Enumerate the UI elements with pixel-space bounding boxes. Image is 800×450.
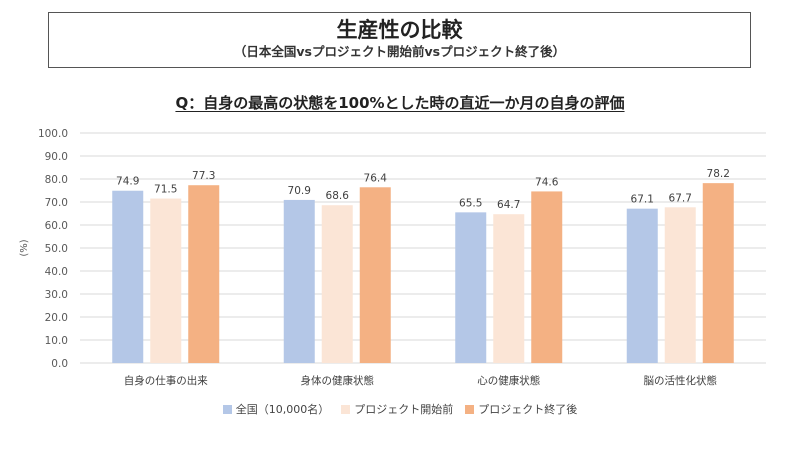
bar-series-1-2 xyxy=(493,214,525,363)
bar-value-label: 71.5 xyxy=(154,184,177,196)
title-box: 生産性の比較 （日本全国vsプロジェクト開始前vsプロジェクト終了後） xyxy=(48,12,751,68)
legend-swatch xyxy=(465,404,475,414)
bar-series-2-0 xyxy=(188,185,220,363)
x-category-label: 身体の健康状態 xyxy=(301,374,375,387)
bar-value-label: 77.3 xyxy=(192,170,215,182)
bar-value-label: 74.6 xyxy=(535,176,559,188)
y-tick-label: 20.0 xyxy=(45,312,68,324)
legend-swatch xyxy=(341,404,351,414)
bar-series-1-1 xyxy=(321,205,353,363)
legend-item: プロジェクト開始前 xyxy=(341,401,453,417)
x-category-label: 自身の仕事の出来 xyxy=(124,374,208,387)
chart-main-title: 生産性の比較 xyxy=(336,18,463,42)
bar-value-label: 74.9 xyxy=(116,176,139,188)
bar-series-0-0 xyxy=(112,190,144,363)
x-category-label: 心の健康状態 xyxy=(477,374,540,387)
y-tick-label: 10.0 xyxy=(45,335,68,347)
bar-series-0-3 xyxy=(626,208,658,363)
bar-series-2-3 xyxy=(702,183,734,363)
legend-item: プロジェクト終了後 xyxy=(465,401,577,417)
bar-value-label: 67.7 xyxy=(669,192,692,204)
bar-series-1-0 xyxy=(150,198,182,363)
legend-label: プロジェクト開始前 xyxy=(354,403,454,416)
y-tick-label: 0.0 xyxy=(51,358,68,370)
x-category-label: 脳の活性化状態 xyxy=(644,374,718,387)
y-tick-label: 60.0 xyxy=(45,220,68,232)
bar-series-2-2 xyxy=(531,191,563,363)
bar-series-1-3 xyxy=(664,207,696,363)
y-tick-label: 40.0 xyxy=(45,266,68,278)
bar-value-label: 65.5 xyxy=(459,197,482,209)
legend-swatch xyxy=(222,404,232,414)
bar-value-label: 68.6 xyxy=(326,190,350,202)
legend-label: プロジェクト終了後 xyxy=(478,403,578,416)
bar-value-label: 64.7 xyxy=(497,199,520,211)
bar-value-label: 67.1 xyxy=(631,194,654,206)
question-heading: Q：自身の最高の状態を100%とした時の直近一か月の自身の評価 xyxy=(0,92,800,113)
legend-label: 全国（10,000名） xyxy=(235,403,330,416)
y-tick-label: 70.0 xyxy=(45,197,68,209)
y-tick-label: 80.0 xyxy=(45,174,68,186)
y-tick-label: 50.0 xyxy=(45,243,68,255)
bar-series-2-1 xyxy=(359,187,391,363)
chart-subtitle: （日本全国vsプロジェクト開始前vsプロジェクト終了後） xyxy=(233,44,566,59)
bar-series-0-1 xyxy=(283,199,315,363)
y-axis-label: (%) xyxy=(19,239,30,256)
y-tick-label: 30.0 xyxy=(45,289,68,301)
y-tick-label: 90.0 xyxy=(45,151,68,163)
bar-value-label: 78.2 xyxy=(707,168,730,180)
bar-value-label: 76.4 xyxy=(364,172,388,184)
bar-series-0-2 xyxy=(455,212,487,363)
y-tick-label: 100.0 xyxy=(38,128,68,140)
legend-item: 全国（10,000名） xyxy=(222,401,330,417)
bar-value-label: 70.9 xyxy=(288,185,311,197)
question-text: Q：自身の最高の状態を100%とした時の直近一か月の自身の評価 xyxy=(175,94,625,112)
chart-legend: 全国（10,000名） プロジェクト開始前 プロジェクト終了後 xyxy=(0,401,800,417)
